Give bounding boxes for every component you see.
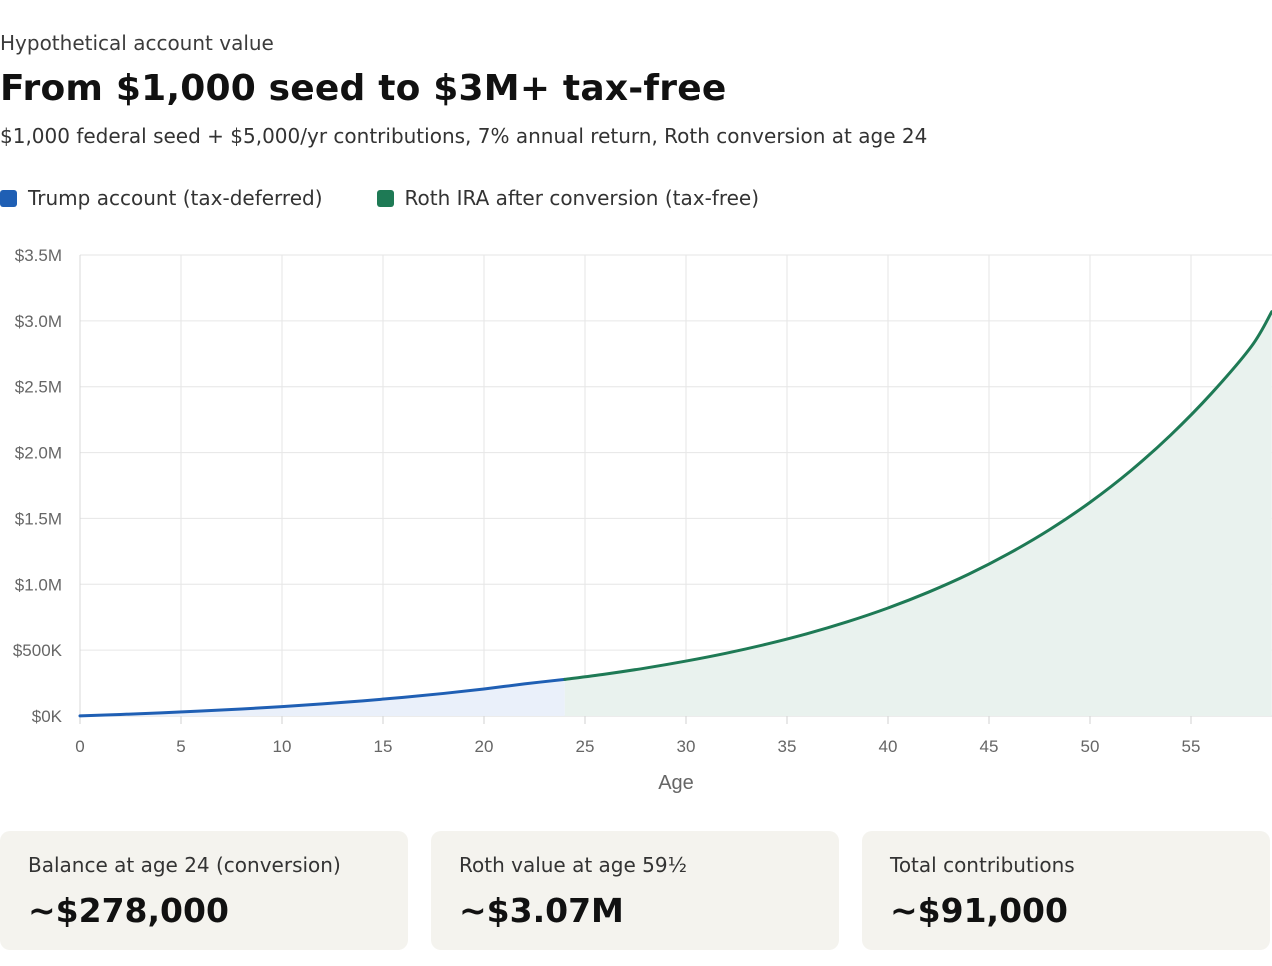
card-label: Total contributions — [890, 853, 1075, 877]
x-tick-label: 0 — [75, 737, 84, 756]
area-roth — [564, 311, 1272, 716]
y-tick-label: $2.0M — [15, 444, 62, 463]
x-axis-title: Age — [658, 772, 694, 794]
x-tick-label: 25 — [576, 737, 595, 756]
legend-swatch-trump — [0, 189, 17, 207]
x-tick-label: 40 — [879, 737, 898, 756]
series-line-trump — [78, 677, 567, 718]
x-tick-label: 20 — [475, 737, 494, 756]
chart-subtitle: $1,000 federal seed + $5,000/yr contribu… — [0, 124, 928, 148]
chart-title: From $1,000 seed to $3M+ tax-free — [0, 68, 727, 109]
card-total-contributions: Total contributions ~$91,000 — [862, 831, 1270, 950]
card-value: ~$278,000 — [28, 891, 229, 930]
x-tick-label: 10 — [273, 737, 292, 756]
legend-label-roth: Roth IRA after conversion (tax-free) — [404, 186, 760, 210]
area-trump — [80, 679, 565, 716]
card-value: ~$3.07M — [459, 891, 624, 930]
card-conversion-balance: Balance at age 24 (conversion) ~$278,000 — [0, 831, 408, 950]
legend-item-trump[interactable]: Trump account (tax-deferred) — [0, 186, 323, 210]
y-tick-label: $3.0M — [15, 312, 62, 331]
chart-legend: Trump account (tax-deferred) Roth IRA af… — [0, 186, 813, 210]
series-line-roth — [563, 310, 1272, 681]
card-label: Roth value at age 59½ — [459, 853, 687, 877]
y-tick-label: $0K — [32, 707, 63, 726]
x-tick-label: 50 — [1081, 737, 1100, 756]
summary-cards: Balance at age 24 (conversion) ~$278,000… — [0, 831, 1272, 950]
card-value: ~$91,000 — [890, 891, 1068, 930]
y-tick-label: $2.5M — [15, 378, 62, 397]
y-tick-label: $1.0M — [15, 575, 62, 594]
x-tick-label: 35 — [778, 737, 797, 756]
legend-swatch-roth — [376, 189, 394, 207]
legend-label-trump: Trump account (tax-deferred) — [28, 186, 323, 210]
x-tick-label: 30 — [677, 737, 696, 756]
x-tick-label: 55 — [1182, 737, 1201, 756]
y-tick-label: $1.5M — [15, 509, 62, 528]
x-tick-label: 15 — [374, 737, 393, 756]
legend-item-roth[interactable]: Roth IRA after conversion (tax-free) — [376, 186, 760, 210]
x-tick-label: 45 — [980, 737, 999, 756]
y-tick-label: $500K — [13, 641, 63, 660]
card-roth-value: Roth value at age 59½ ~$3.07M — [431, 831, 839, 950]
x-tick-label: 5 — [176, 737, 185, 756]
account-value-chart: $0K $500K $1.0M $1.5M $2.0M $2.5M $3.0M $3.5M 0 5… — [13, 246, 1272, 794]
card-label: Balance at age 24 (conversion) — [28, 853, 341, 877]
chart-eyebrow: Hypothetical account value — [0, 31, 274, 55]
y-tick-label: $3.5M — [15, 246, 62, 265]
